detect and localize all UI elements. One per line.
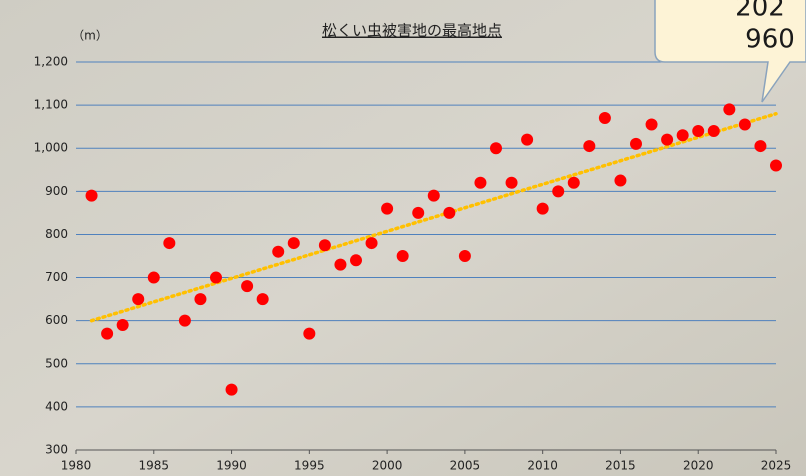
x-tick-label: 2005 [450,459,481,473]
point [661,134,673,146]
point [677,129,689,141]
point [692,125,704,137]
x-tick-label: 2015 [605,459,636,473]
y-tick-label: 1,000 [34,141,68,155]
point [428,190,440,202]
point [210,272,222,284]
y-tick-label: 1,100 [34,98,68,112]
point [770,159,782,171]
point [117,319,129,331]
point [412,207,424,219]
point [646,119,658,131]
background [0,0,806,476]
point [397,250,409,262]
point [443,207,455,219]
point [334,259,346,271]
point [101,328,113,340]
point [474,177,486,189]
x-tick-label: 1995 [294,459,325,473]
y-tick-label: 900 [45,184,68,198]
point [226,384,238,396]
point [194,293,206,305]
y-tick-label: 800 [45,227,68,241]
callout-text: 960 [745,25,795,55]
point [537,203,549,215]
point [583,140,595,152]
point [521,134,533,146]
y-tick-label: 300 [45,443,68,457]
point [708,125,720,137]
x-tick-label: 1990 [216,459,247,473]
point [241,280,253,292]
point [614,175,626,187]
point [132,293,144,305]
point [568,177,580,189]
point [754,140,766,152]
chart-title: 松くい虫被害地の最高地点 [322,22,502,40]
point [288,237,300,249]
point [459,250,471,262]
x-tick-label: 2025 [761,459,792,473]
chart: 松くい虫被害地の最高地点 （m） 300 400 500 600 700 800 900 1,… [0,0,806,476]
point [506,177,518,189]
y-tick-label: 700 [45,270,68,284]
point [630,138,642,150]
point [490,142,502,154]
x-tick-label: 2010 [527,459,558,473]
point [303,328,315,340]
point [319,239,331,251]
x-tick-label: 1980 [61,459,92,473]
y-tick-label: 500 [45,356,68,370]
point [148,272,160,284]
point [739,119,751,131]
point [163,237,175,249]
point [366,237,378,249]
x-tick-label: 2000 [372,459,403,473]
callout-text: 202 [735,0,785,23]
point [272,246,284,258]
y-tick-label: 1,200 [34,55,68,69]
y-tick-label: 600 [45,313,68,327]
point [86,190,98,202]
point [350,254,362,266]
point [381,203,393,215]
point [179,315,191,327]
point [599,112,611,124]
point [257,293,269,305]
point [723,103,735,115]
point [552,185,564,197]
x-tick-label: 1985 [139,459,170,473]
x-tick-label: 2020 [683,459,714,473]
y-axis-label: （m） [72,29,108,43]
y-tick-label: 400 [45,399,68,413]
